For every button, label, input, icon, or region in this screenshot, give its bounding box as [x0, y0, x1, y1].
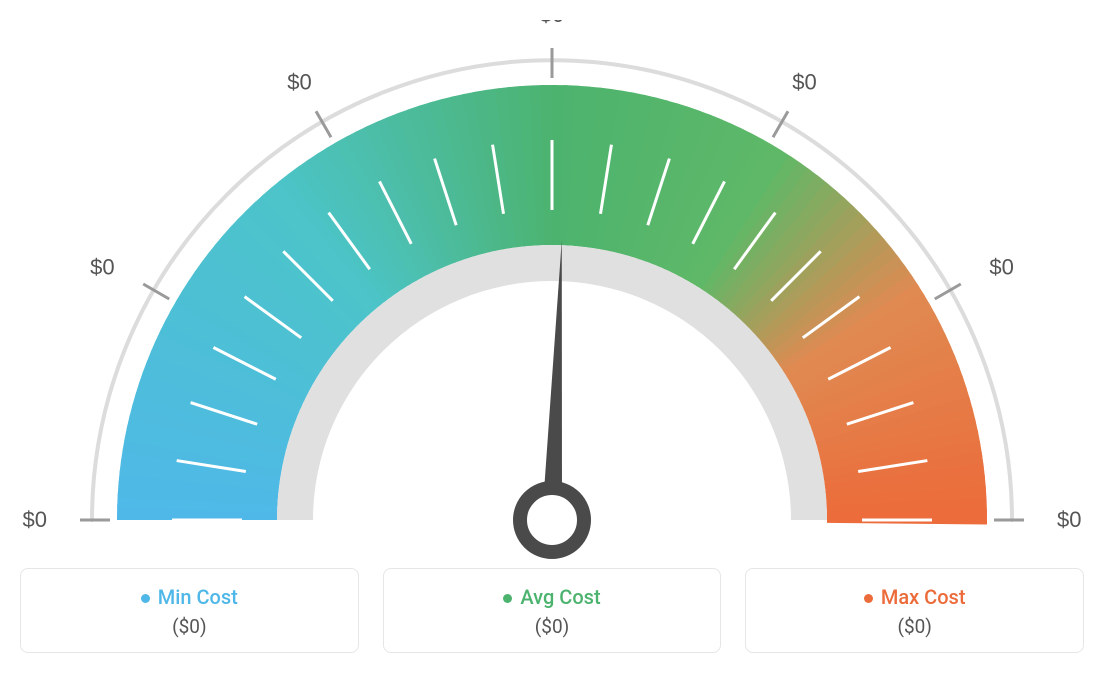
legend-label-min: Min Cost: [158, 585, 238, 609]
svg-text:$0: $0: [23, 507, 47, 532]
legend-title-min: Min Cost: [21, 585, 358, 609]
gauge-chart: $0 $0 $0 $0 $0 $0 $0: [20, 20, 1084, 560]
svg-text:$0: $0: [90, 255, 114, 280]
cost-gauge-widget: $0 $0 $0 $0 $0 $0 $0 Min Cost ($0) Avg Cost ($…: [20, 20, 1084, 653]
legend-value-min: ($0): [21, 615, 358, 638]
svg-text:$0: $0: [989, 255, 1013, 280]
legend-dot-min: [141, 594, 150, 603]
legend-card-avg: Avg Cost ($0): [383, 568, 722, 653]
legend-value-max: ($0): [746, 615, 1083, 638]
legend-label-avg: Avg Cost: [520, 585, 600, 609]
legend-card-min: Min Cost ($0): [20, 568, 359, 653]
legend-title-max: Max Cost: [746, 585, 1083, 609]
legend-value-avg: ($0): [384, 615, 721, 638]
legend-dot-avg: [503, 594, 512, 603]
legend-row: Min Cost ($0) Avg Cost ($0) Max Cost ($0…: [20, 568, 1084, 653]
legend-label-max: Max Cost: [881, 585, 966, 609]
legend-card-max: Max Cost ($0): [745, 568, 1084, 653]
svg-text:$0: $0: [287, 70, 311, 95]
svg-text:$0: $0: [1057, 507, 1081, 532]
svg-text:$0: $0: [540, 20, 564, 27]
legend-title-avg: Avg Cost: [384, 585, 721, 609]
svg-text:$0: $0: [792, 70, 816, 95]
legend-dot-max: [864, 594, 873, 603]
